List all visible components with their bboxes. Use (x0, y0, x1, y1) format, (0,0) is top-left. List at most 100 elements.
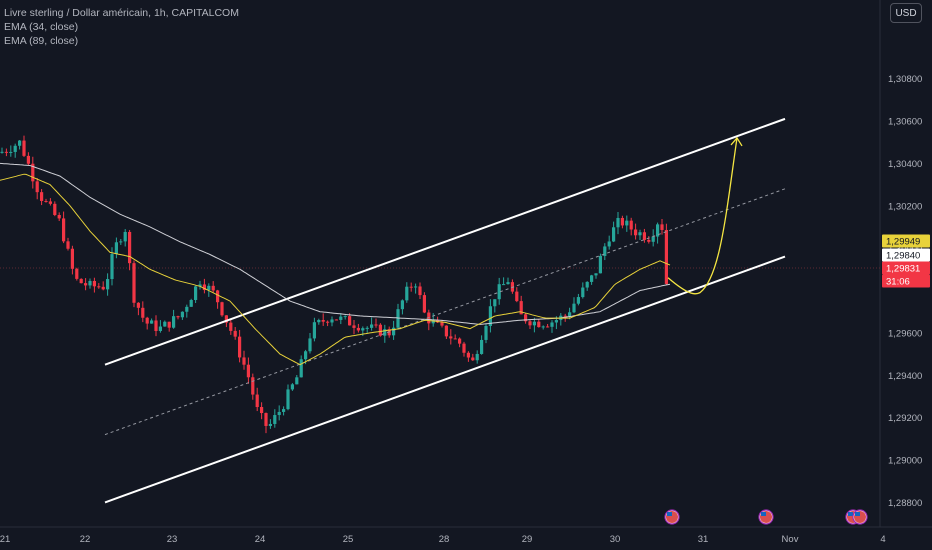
chart-legend: Livre sterling / Dollar américain, 1h, C… (4, 6, 239, 48)
candle-body (612, 227, 616, 242)
candle-body (9, 151, 13, 153)
candle-body (616, 217, 620, 228)
candle-body (550, 322, 554, 327)
time-tick-label: 28 (439, 534, 450, 545)
candle-body (409, 286, 413, 288)
candlestick-series (0, 135, 668, 434)
candle-body (185, 306, 189, 312)
economic-events[interactable] (664, 509, 868, 525)
candle-body (216, 290, 220, 303)
indicator-ema34-label[interactable]: EMA (34, close) (4, 21, 79, 33)
price-badge-last (882, 261, 930, 275)
projection-arrow[interactable] (667, 136, 743, 295)
candle-body (66, 241, 70, 249)
time-axis[interactable]: 21 22 23 24 25 28 29 30 31 Nov 4 (0, 534, 886, 545)
candle-body (418, 286, 422, 296)
candle-body (229, 322, 233, 331)
candle-body (62, 218, 66, 242)
candle-body (132, 263, 136, 303)
ema34-line (0, 173, 671, 366)
candle-body (444, 325, 448, 337)
candle-body (519, 301, 523, 315)
candle-body (546, 326, 550, 328)
candle-body (141, 307, 145, 318)
candle-body (180, 311, 184, 318)
candle-body (119, 241, 123, 243)
time-tick-label: 31 (698, 534, 709, 545)
candle-body (22, 140, 26, 156)
candle-body (79, 278, 83, 284)
price-tick-label: 1,30800 (888, 74, 922, 85)
us-flag-event-icon[interactable] (758, 509, 774, 525)
candle-body (431, 319, 435, 324)
candle-body (642, 232, 646, 240)
candle-body (361, 328, 365, 331)
candle-body (88, 280, 92, 286)
candle-body (57, 214, 61, 219)
symbol-title[interactable]: Livre sterling / Dollar américain, 1h, C… (4, 7, 239, 19)
candle-body (629, 220, 633, 230)
price-axis[interactable]: 1,308001,306001,304001,302001,300001,296… (888, 74, 922, 509)
candle-body (330, 319, 334, 323)
price-badge-label: 1,29831 (886, 264, 920, 275)
us-flag-event-icon[interactable] (664, 509, 680, 525)
candle-body (304, 351, 308, 360)
candle-body (656, 224, 660, 237)
candle-body (475, 353, 479, 361)
candle-body (233, 330, 237, 337)
candle-body (634, 229, 638, 236)
candle-body (260, 407, 264, 414)
candle-body (158, 326, 162, 331)
grid-lines (0, 0, 932, 528)
candle-body (317, 320, 321, 323)
candle-body (506, 282, 510, 285)
candle-body (84, 283, 88, 286)
candle-body (172, 316, 176, 328)
candle-body (145, 317, 149, 324)
candle-body (532, 321, 536, 326)
event-flag-canton (848, 512, 853, 516)
candle-body (75, 268, 79, 279)
channel-drawing[interactable] (104, 117, 786, 504)
candle-body (238, 336, 242, 358)
projection-arrowhead (730, 136, 743, 147)
candle-body (53, 203, 57, 215)
candle-body (374, 324, 378, 326)
candle-body (392, 327, 396, 336)
candle-body (163, 321, 167, 327)
candle-body (167, 321, 171, 328)
candle-body (128, 231, 132, 264)
candle-body (70, 248, 74, 269)
candle-body (0, 151, 4, 153)
candle-body (484, 325, 488, 340)
us-flag-event-icon[interactable] (852, 509, 868, 525)
candle-body (211, 285, 215, 291)
time-tick-label: 30 (610, 534, 621, 545)
candle-body (568, 312, 572, 317)
candle-body (251, 377, 255, 395)
candle-body (97, 286, 101, 288)
projection-curve (667, 137, 738, 295)
candle-body (462, 343, 466, 353)
indicator-ema89-label[interactable]: EMA (89, close) (4, 35, 79, 47)
candle-body (286, 389, 290, 410)
ema-lines (0, 162, 671, 366)
price-badge-label: 1,29840 (886, 251, 920, 262)
candle-body (176, 316, 180, 318)
candle-body (202, 284, 206, 290)
candle-body (651, 236, 655, 242)
candle-body (414, 286, 418, 288)
candle-body (114, 242, 118, 255)
time-tick-label: 24 (255, 534, 266, 545)
time-tick-label: 23 (167, 534, 178, 545)
currency-button[interactable]: USD (890, 3, 922, 23)
candle-body (220, 302, 224, 316)
time-tick-label: 4 (880, 534, 885, 545)
candle-body (378, 324, 382, 336)
candle-body (48, 201, 52, 204)
candle-body (440, 322, 444, 326)
candle-body (207, 285, 211, 290)
candle-body (537, 321, 541, 328)
candle-body (198, 284, 202, 287)
